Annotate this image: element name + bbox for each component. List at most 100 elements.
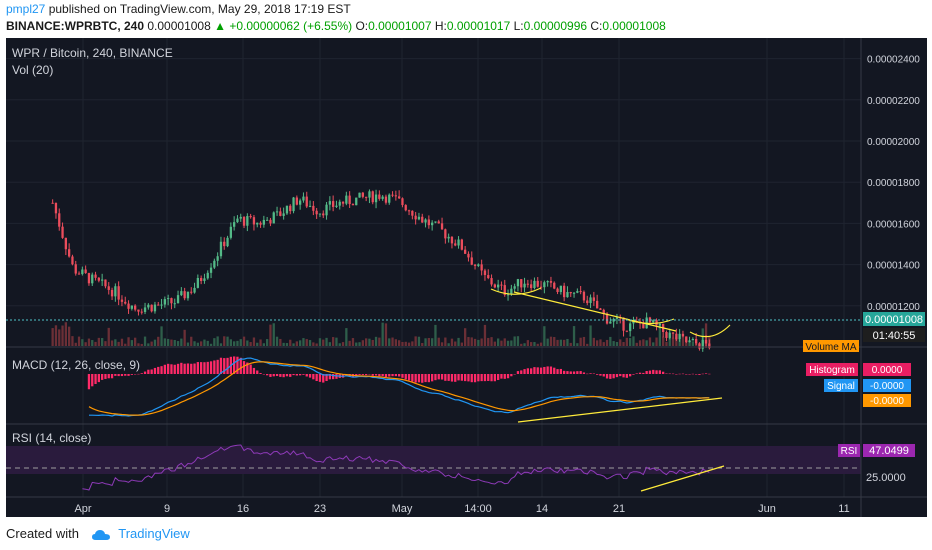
histogram-bar — [104, 374, 107, 379]
candle-body — [236, 218, 239, 223]
volume-bar — [233, 341, 236, 346]
histogram-bar — [675, 374, 678, 375]
histogram-bar — [582, 372, 586, 374]
candle-body — [328, 201, 331, 205]
candle-body — [308, 205, 312, 207]
candle-body — [467, 253, 470, 258]
histogram-bar — [308, 374, 312, 378]
candle-body — [622, 317, 625, 331]
candle-body — [460, 239, 463, 250]
volume-bar — [635, 342, 638, 346]
volume-bar — [467, 337, 470, 346]
macd-label: MACD (12, 26, close, 9) — [12, 358, 141, 372]
volume-bar — [239, 339, 242, 346]
signal-label-badge — [824, 379, 858, 392]
time-tick-label: May — [392, 503, 413, 515]
candle-body — [602, 309, 605, 314]
candle-body — [104, 279, 107, 287]
volume-bar — [193, 341, 196, 346]
histogram-bar — [599, 374, 602, 376]
volume-bar — [308, 340, 312, 346]
candle-body — [414, 215, 417, 220]
volume-bar — [282, 342, 285, 346]
histogram-bar — [414, 374, 417, 383]
histogram-bar — [434, 374, 437, 381]
histogram-bar — [398, 374, 401, 377]
chart-title: WPR / Bitcoin, 240, BINANCE — [12, 46, 173, 60]
price-trendline — [513, 291, 677, 332]
open-value: 0.00001007 — [368, 19, 432, 33]
volume-label: Vol (20) — [12, 63, 54, 77]
candle-body — [61, 226, 64, 238]
candle-body — [434, 221, 437, 223]
author-link[interactable]: pmpl27 — [6, 2, 46, 16]
candle-body — [358, 192, 361, 198]
histogram-bar — [384, 374, 388, 378]
volume-bar — [71, 336, 74, 346]
histogram-bar — [176, 363, 180, 374]
candle-body — [285, 205, 289, 214]
volume-bar — [688, 341, 691, 346]
volume-bar — [163, 338, 166, 346]
candle-body — [398, 196, 401, 199]
candle-body — [691, 339, 694, 341]
time-tick-label: 14 — [536, 503, 548, 515]
volume-bar — [414, 336, 417, 346]
volume-bar — [404, 341, 407, 346]
chart-svg[interactable]: 0.00001200 0.00001400 0.00001600 0.00001800… — [6, 38, 927, 517]
change-value: +0.00000062 (+6.55%) — [229, 19, 353, 33]
time-tick-label: 9 — [164, 503, 170, 515]
volume-bar — [520, 343, 523, 346]
volume-bar — [586, 343, 589, 346]
volume-bar — [549, 336, 553, 346]
chart-canvas[interactable]: 0.00001200 0.00001400 0.00001600 0.00001800… — [6, 38, 927, 517]
histogram-bar — [536, 367, 539, 374]
price-tick-label: 0.00002400 — [867, 55, 920, 66]
histogram-bar — [586, 373, 589, 375]
volume-bar — [668, 337, 671, 346]
histogram-bar — [563, 370, 566, 374]
candle-body — [318, 213, 322, 215]
histogram-bar — [130, 374, 133, 375]
candle-body — [292, 197, 295, 212]
candle-body — [249, 216, 252, 218]
histogram-bar — [328, 374, 331, 380]
volume-bar — [533, 342, 536, 346]
volume-bar — [483, 324, 487, 346]
volume-bar — [629, 338, 632, 346]
candle-body — [266, 219, 269, 221]
candle-body — [685, 336, 688, 343]
histogram-bar — [325, 374, 328, 382]
candle-body — [678, 333, 681, 340]
rsi-value-text: 47.0499 — [869, 445, 909, 457]
histogram-bar — [427, 374, 430, 383]
volume-bar — [652, 342, 655, 346]
histogram-bar — [266, 374, 269, 376]
candle-body — [381, 196, 384, 199]
volume-bar — [269, 324, 272, 346]
candle-body — [84, 269, 87, 274]
volume-bar — [361, 340, 364, 346]
histogram-bar — [559, 368, 562, 374]
volume-bar — [365, 338, 368, 346]
volume-bar — [424, 338, 427, 346]
candle-body — [259, 222, 262, 225]
candle-body — [658, 323, 661, 326]
volume-bar — [563, 339, 566, 346]
volume-bar — [368, 338, 371, 346]
histogram-bar — [407, 374, 411, 381]
volume-bar — [345, 328, 348, 346]
candle-body — [407, 210, 411, 212]
candle-body — [160, 304, 163, 306]
volume-bar — [510, 340, 513, 346]
volume-bar — [143, 336, 147, 346]
candle-body — [675, 333, 678, 340]
histogram-bar — [678, 373, 681, 375]
volume-bar — [460, 342, 463, 346]
histogram-bar — [374, 374, 378, 376]
histogram-bar — [447, 374, 450, 381]
tradingview-brand[interactable]: TradingView — [118, 526, 190, 541]
candle-body — [137, 309, 140, 312]
volume-bar — [615, 341, 619, 346]
candle-body — [140, 311, 143, 313]
